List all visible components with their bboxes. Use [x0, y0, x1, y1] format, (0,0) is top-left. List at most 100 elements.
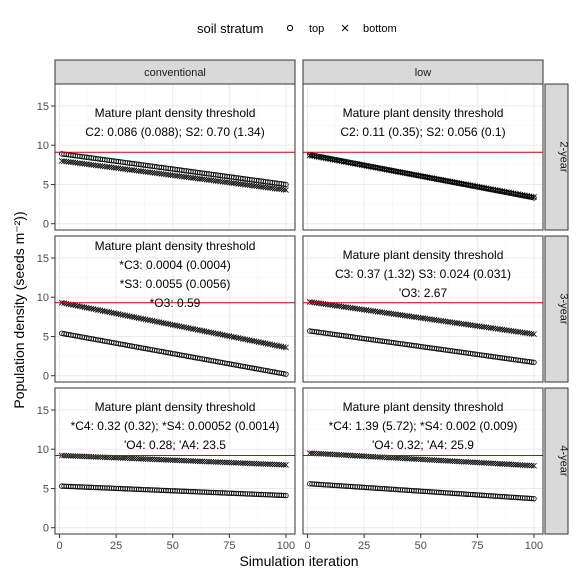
point-bottom [431, 457, 438, 464]
point-bottom [187, 325, 194, 332]
panel-3-year-conventional: Mature plant density threshold *C3: 0.000… [37, 235, 296, 383]
point-bottom [363, 453, 370, 460]
annotation-line: Mature plant density threshold [95, 106, 256, 120]
column-strip-label-conventional: conventional [144, 67, 206, 79]
point-bottom [501, 188, 508, 195]
point-bottom [512, 190, 519, 197]
column-strip-low [302, 59, 544, 85]
point-bottom [426, 174, 433, 181]
point-bottom [97, 307, 104, 314]
point-bottom [283, 462, 289, 468]
point-bottom [377, 165, 383, 172]
point-bottom [406, 455, 413, 462]
point-bottom [331, 157, 338, 163]
point-bottom [140, 456, 147, 462]
point-bottom [278, 343, 285, 350]
point-bottom [435, 176, 442, 183]
point-bottom [208, 329, 215, 336]
point-bottom [106, 309, 113, 316]
point-bottom [395, 168, 401, 175]
point-bottom [327, 156, 334, 163]
point-bottom [506, 461, 512, 468]
point-bottom [463, 459, 469, 465]
point-bottom [354, 161, 361, 168]
point-bottom [306, 152, 313, 159]
point-bottom [438, 457, 444, 464]
point-bottom [160, 320, 167, 326]
legend-marker-bottom [341, 24, 349, 32]
point-bottom [267, 341, 273, 348]
point-bottom [203, 458, 210, 465]
point-bottom [456, 180, 463, 187]
point-bottom [260, 340, 267, 346]
point-bottom [147, 317, 153, 324]
point-bottom [490, 186, 497, 193]
point-bottom [517, 462, 524, 468]
point-bottom [497, 460, 503, 467]
panel-border [302, 83, 544, 231]
point-bottom [274, 342, 280, 349]
annotation-line: Mature plant density threshold [343, 248, 504, 262]
point-bottom [370, 164, 377, 171]
point-top [528, 359, 535, 365]
point-bottom [212, 330, 219, 337]
point-bottom [86, 305, 92, 312]
point-bottom [388, 167, 395, 174]
point-bottom [144, 456, 151, 463]
point-bottom [515, 191, 521, 197]
point-bottom [531, 331, 537, 338]
point-bottom [336, 158, 343, 164]
point-bottom [454, 458, 460, 465]
point-bottom [458, 180, 465, 187]
point-bottom [126, 313, 133, 320]
point-bottom [212, 459, 219, 465]
panel-4-year-conventional: Mature plant density threshold *C4: 0.32 … [37, 387, 296, 552]
y-tick-label: 5 [43, 331, 49, 343]
point-bottom [508, 189, 515, 196]
point-bottom [233, 459, 240, 466]
point-bottom [251, 338, 258, 345]
point-bottom [131, 455, 138, 462]
point-bottom [156, 456, 163, 463]
point-bottom [463, 181, 469, 188]
point-bottom [481, 184, 488, 191]
point-bottom [138, 455, 144, 462]
point-bottom [283, 187, 289, 193]
legend-marker-top [286, 24, 294, 32]
point-bottom [197, 327, 203, 334]
point-bottom [77, 453, 83, 460]
point-bottom [422, 173, 429, 180]
point-bottom [499, 188, 506, 195]
point-bottom [531, 194, 537, 200]
point-bottom [325, 155, 331, 162]
point-bottom [465, 459, 472, 465]
point-bottom [251, 460, 258, 467]
point-bottom [379, 165, 386, 172]
point-bottom [154, 318, 160, 325]
point-bottom [280, 186, 287, 193]
point-bottom [267, 461, 273, 468]
point-bottom [244, 460, 251, 467]
point-bottom [329, 156, 336, 163]
point-bottom [135, 455, 142, 462]
point-bottom [349, 160, 356, 167]
annotation-line: 'O4: 0.32; 'A4: 25.9 [372, 438, 474, 452]
point-bottom [142, 316, 149, 323]
x-tick-label: 25 [358, 540, 370, 552]
point-bottom [278, 461, 285, 468]
point-bottom [442, 177, 449, 184]
point-bottom [336, 451, 343, 458]
annotation-line: *C4: 1.39 (5.72); *S4: 0.002 (0.009) [329, 419, 518, 433]
point-bottom [246, 337, 253, 344]
point-bottom [183, 324, 190, 331]
point-bottom [526, 193, 533, 200]
row-strip-2-year [544, 83, 569, 231]
point-bottom [356, 161, 363, 168]
point-bottom [276, 461, 283, 468]
point-bottom [135, 315, 142, 321]
point-bottom [469, 182, 476, 189]
point-bottom [210, 330, 217, 336]
y-tick-label: 15 [37, 101, 49, 113]
point-bottom [449, 458, 456, 465]
point-bottom [101, 308, 108, 315]
